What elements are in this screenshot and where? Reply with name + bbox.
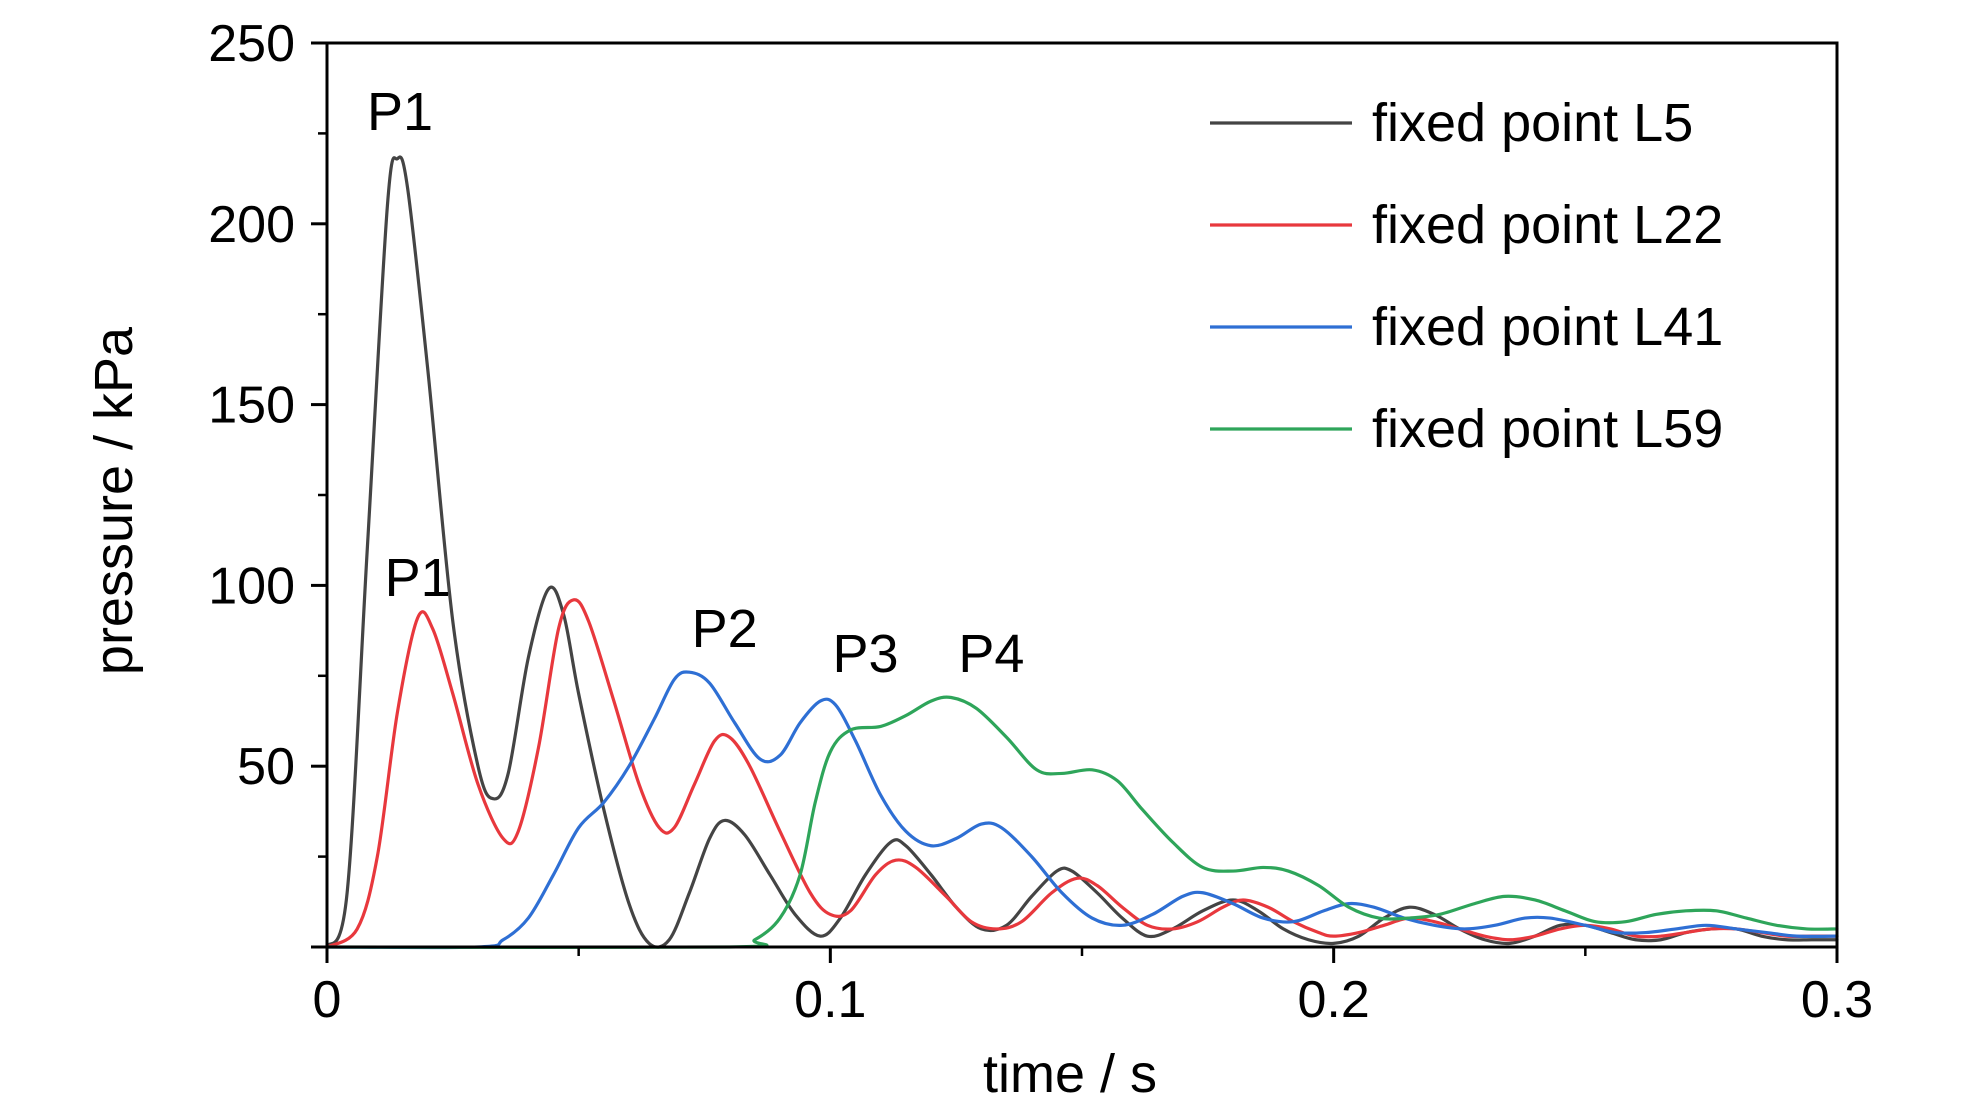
y-tick-label: 150 <box>208 377 295 435</box>
x-tick-label: 0.1 <box>794 971 866 1029</box>
peak-label: P2 <box>692 599 758 659</box>
peak-label: P4 <box>958 624 1024 684</box>
series-line-1 <box>325 155 1839 949</box>
series-line-3 <box>325 670 1839 950</box>
y-tick-label: 100 <box>208 557 295 615</box>
x-tick-label: 0.3 <box>1801 971 1873 1029</box>
x-tick-label: 0.2 <box>1298 971 1370 1029</box>
legend-label: fixed point L22 <box>1372 195 1723 255</box>
peak-label: P1 <box>367 82 433 142</box>
legend-label: fixed point L59 <box>1372 399 1723 459</box>
x-axis-title: time / s <box>983 1044 1157 1104</box>
legend: fixed point L5 fixed point L22 fixed point… <box>1210 93 1723 459</box>
peak-label: P3 <box>833 624 899 684</box>
legend-label: fixed point L5 <box>1372 93 1693 153</box>
peak-label: P1 <box>385 548 451 608</box>
y-tick-label: 200 <box>208 196 295 254</box>
y-tick-label: 250 <box>208 15 295 73</box>
axes-frame <box>325 41 1839 949</box>
axes-layer: 0 0.1 0.2 0.3 50 100 150 200 250 <box>208 15 1873 1029</box>
x-tick-label: 0 <box>313 971 342 1029</box>
series-line-2 <box>325 598 1839 949</box>
series-line-4 <box>325 695 1839 950</box>
legend-label: fixed point L41 <box>1372 297 1723 357</box>
y-tick-label: 50 <box>237 738 295 796</box>
series-layer <box>325 155 1839 950</box>
y-axis-title: pressure / kPa <box>84 326 144 675</box>
annotation-layer: P1 P1 P2 P3 P4 <box>367 82 1024 684</box>
